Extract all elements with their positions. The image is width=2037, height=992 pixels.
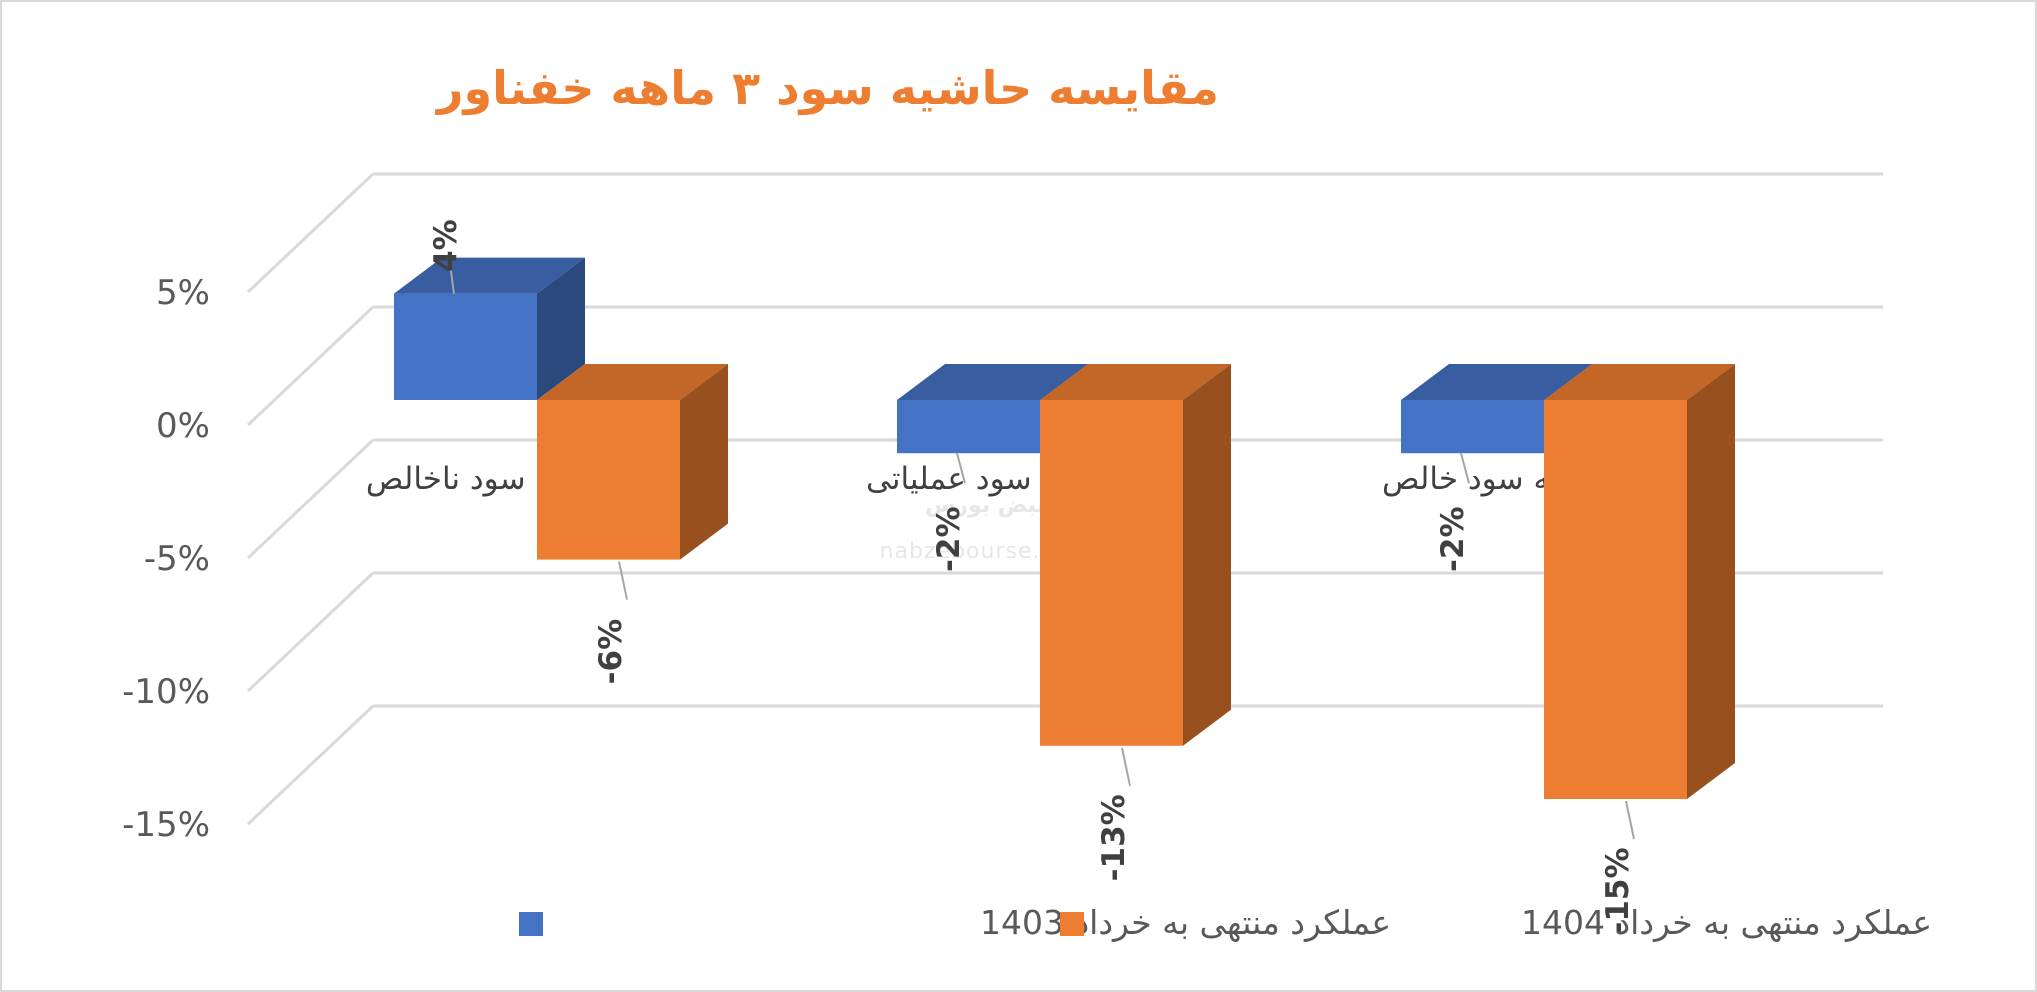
bar-front-face [1544, 400, 1687, 799]
grid-diagonal [246, 438, 375, 560]
chart-title: مقایسه حاشیه سود ۳ ماهه خفناور [435, 61, 1219, 115]
watermark-logo-text: نبض بورس [925, 493, 1045, 518]
y-tick-label: 5% [156, 273, 210, 313]
bar-top-face [1040, 364, 1231, 400]
leader-line [1121, 747, 1131, 787]
data-label: -13% [1096, 794, 1132, 881]
bar-side-face [537, 257, 585, 400]
bar-top-face [1544, 364, 1735, 400]
bar-side-face [1183, 364, 1231, 746]
leader-line [956, 452, 966, 484]
bar-side-face [1687, 364, 1735, 799]
bar-front-face [1401, 400, 1544, 454]
data-label: -2% [931, 506, 967, 572]
data-label: -6% [593, 619, 629, 685]
leader-line [1625, 800, 1635, 840]
leader-line [618, 561, 628, 600]
grid-diagonal [246, 571, 375, 693]
bar-1403 [394, 257, 585, 400]
leader-line [449, 263, 455, 294]
bar-1404 [537, 364, 728, 560]
grid-diagonal [246, 305, 375, 427]
bar-front-face [537, 400, 680, 560]
data-label: 4% [428, 219, 464, 272]
bar-front-face [897, 400, 1040, 454]
legend: عملکرد منتهی به خرداد 1403 عملکرد منتهی … [519, 903, 1932, 942]
grid-diagonal [246, 172, 375, 294]
bar-side-face [680, 364, 728, 560]
y-axis-ticks: 5% 0% -5% -10% -15% [122, 273, 210, 845]
bar-top-face [897, 364, 1088, 400]
bar-top-face [537, 364, 728, 400]
bar-front-face [1040, 400, 1183, 746]
y-tick-label: -10% [122, 672, 210, 712]
bar-front-face [394, 293, 537, 400]
y-tick-label: -15% [122, 805, 210, 845]
grid-diagonal [246, 704, 375, 826]
bar-layer [394, 257, 1735, 799]
data-labels: 4% -2% -2% -6% -13% -15% [428, 219, 1636, 934]
legend-swatch-1403 [519, 912, 543, 936]
bar-1404 [1544, 364, 1735, 799]
y-tick-label: 0% [156, 406, 210, 446]
leader-line [1460, 452, 1470, 484]
y-tick-label: -5% [144, 539, 210, 579]
data-label: -15% [1600, 847, 1636, 934]
bar-1404 [1040, 364, 1231, 746]
legend-swatch-1404 [1060, 912, 1084, 936]
bar-top-face [394, 257, 585, 294]
bar-top-face [1401, 364, 1592, 400]
legend-label-1404: عملکرد منتهی به خرداد 1404 [1521, 903, 1932, 942]
data-label: -2% [1435, 506, 1471, 572]
legend-label-1403: عملکرد منتهی به خرداد 1403 [980, 903, 1391, 942]
